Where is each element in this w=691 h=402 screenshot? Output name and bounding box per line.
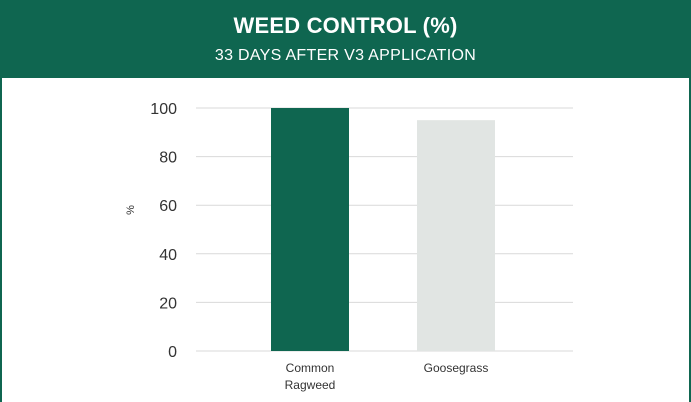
y-tick-label: 100 [150,101,177,118]
y-axis-label: % [125,205,137,215]
bars [271,108,495,352]
y-tick-label: 20 [159,295,177,312]
gridlines [196,107,573,352]
x-category-line: Common [286,361,335,375]
bar-1 [417,120,495,352]
bar-0 [271,108,349,351]
x-category-label: Common Ragweed [285,361,336,392]
x-category-line: Ragweed [285,378,336,392]
y-tick-label: 0 [168,344,177,361]
y-axis-ticks: 0 20 40 60 80 100 [150,101,177,361]
y-tick-label: 80 [159,150,177,167]
chart-subtitle: 33 DAYS AFTER V3 APPLICATION [214,47,477,64]
x-category-line: Goosegrass [424,361,489,375]
chart-title: WEED CONTROL (%) [233,13,458,38]
y-tick-label: 40 [159,247,177,264]
y-tick-label: 60 [159,198,177,215]
x-category-label: Goosegrass [424,361,489,375]
chart-header: WEED CONTROL (%) 33 DAYS AFTER V3 APPLIC… [0,0,691,78]
x-axis-categories: Common Ragweed Goosegrass [285,361,489,392]
